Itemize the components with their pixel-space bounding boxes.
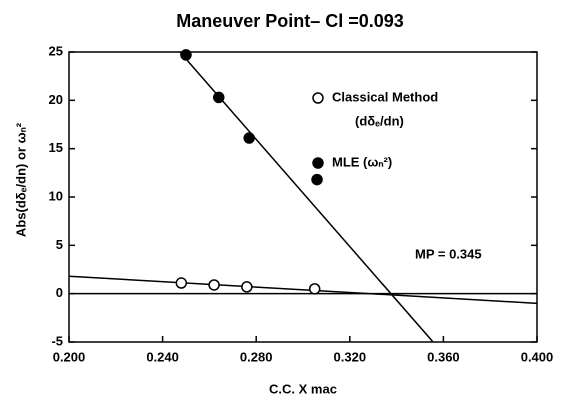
y-tick-label: 20 xyxy=(49,92,63,107)
x-tick-label: 0.360 xyxy=(427,349,460,364)
point xyxy=(213,91,225,104)
x-tick-label: 0.320 xyxy=(334,349,367,364)
plot-frame xyxy=(68,51,538,343)
y-tick-label: 15 xyxy=(49,140,63,155)
y-tick-label: 10 xyxy=(49,188,63,203)
y-tick-label: 0 xyxy=(56,285,63,300)
point xyxy=(243,132,255,144)
x-tick-label: 0.280 xyxy=(240,349,273,364)
legend-label: (dδₑ/dn) xyxy=(355,113,404,128)
y-tick-label: -5 xyxy=(51,333,63,348)
point xyxy=(241,281,253,293)
fit-line xyxy=(68,275,538,305)
point xyxy=(208,279,220,291)
point xyxy=(180,49,192,61)
y-tick-label: 25 xyxy=(49,43,63,58)
x-tick-label: 0.240 xyxy=(146,349,179,364)
chart-title: Maneuver Point– Cl =0.093 xyxy=(176,11,404,31)
legend-marker xyxy=(312,157,324,169)
legend-marker xyxy=(312,92,324,104)
x-tick-label: 0.400 xyxy=(521,349,554,364)
point xyxy=(308,283,321,295)
legend-label: Classical Method xyxy=(332,89,438,104)
x-tick-label: 0.200 xyxy=(53,349,86,364)
annotation: MP = 0.345 xyxy=(415,246,482,261)
point xyxy=(311,173,323,186)
x-axis-label: C.C. X mac xyxy=(269,381,337,396)
y-tick-label: 5 xyxy=(56,237,63,252)
legend-label: MLE (ωₙ²) xyxy=(332,154,392,169)
point xyxy=(175,277,188,289)
y-axis-label: Abs(dδₑ/dn) or ωₙ² xyxy=(13,122,28,237)
